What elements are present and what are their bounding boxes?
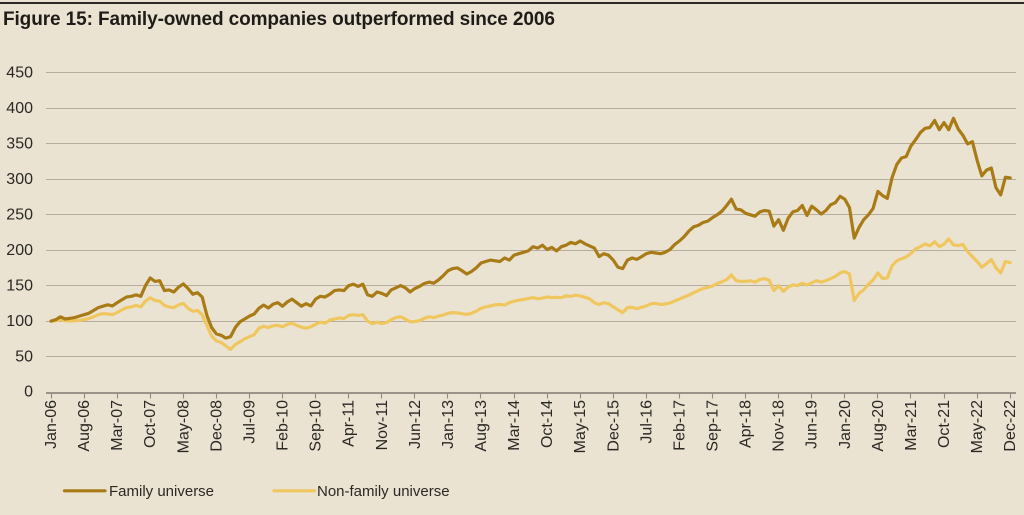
svg-text:Oct-14: Oct-14 — [539, 400, 556, 448]
svg-text:Dec-15: Dec-15 — [605, 400, 622, 452]
svg-text:Aug-20: Aug-20 — [870, 400, 887, 452]
svg-text:Nov-18: Nov-18 — [771, 400, 788, 452]
svg-text:Jul-09: Jul-09 — [241, 400, 258, 444]
svg-text:Jan-13: Jan-13 — [440, 400, 457, 449]
svg-text:May-08: May-08 — [175, 400, 192, 453]
svg-text:Nov-11: Nov-11 — [374, 400, 391, 450]
svg-text:100: 100 — [6, 313, 33, 330]
svg-text:Dec-08: Dec-08 — [208, 400, 225, 452]
svg-text:150: 150 — [6, 277, 33, 294]
svg-text:Jun-12: Jun-12 — [407, 400, 424, 449]
svg-text:Mar-21: Mar-21 — [903, 400, 920, 451]
svg-text:Sep-17: Sep-17 — [705, 400, 722, 452]
svg-text:0: 0 — [24, 384, 33, 401]
svg-text:Jun-19: Jun-19 — [804, 400, 821, 449]
svg-text:Oct-07: Oct-07 — [142, 400, 159, 448]
svg-text:Mar-14: Mar-14 — [506, 400, 523, 451]
svg-text:400: 400 — [6, 100, 33, 117]
svg-text:Dec-22: Dec-22 — [1002, 400, 1019, 452]
svg-text:Feb-17: Feb-17 — [671, 400, 688, 451]
svg-text:Feb-10: Feb-10 — [275, 400, 292, 451]
svg-text:Oct-21: Oct-21 — [936, 400, 953, 448]
svg-text:Apr-11: Apr-11 — [341, 400, 358, 447]
svg-text:Mar-07: Mar-07 — [109, 400, 126, 451]
svg-text:Non-family universe: Non-family universe — [317, 483, 450, 500]
svg-text:May-15: May-15 — [572, 400, 589, 453]
svg-text:Aug-13: Aug-13 — [473, 400, 490, 452]
svg-text:Sep-10: Sep-10 — [308, 400, 325, 452]
svg-text:Apr-18: Apr-18 — [738, 400, 755, 448]
svg-text:Family universe: Family universe — [109, 483, 214, 500]
svg-text:300: 300 — [6, 171, 33, 188]
svg-text:450: 450 — [6, 65, 33, 82]
svg-text:May-22: May-22 — [969, 400, 986, 453]
svg-text:200: 200 — [6, 242, 33, 259]
svg-text:250: 250 — [6, 206, 33, 223]
svg-text:Jan-06: Jan-06 — [43, 400, 60, 449]
svg-text:350: 350 — [6, 136, 33, 153]
svg-text:Jul-16: Jul-16 — [638, 400, 655, 444]
svg-text:50: 50 — [15, 348, 33, 365]
svg-text:Jan-20: Jan-20 — [837, 400, 854, 449]
svg-text:Aug-06: Aug-06 — [76, 400, 93, 452]
